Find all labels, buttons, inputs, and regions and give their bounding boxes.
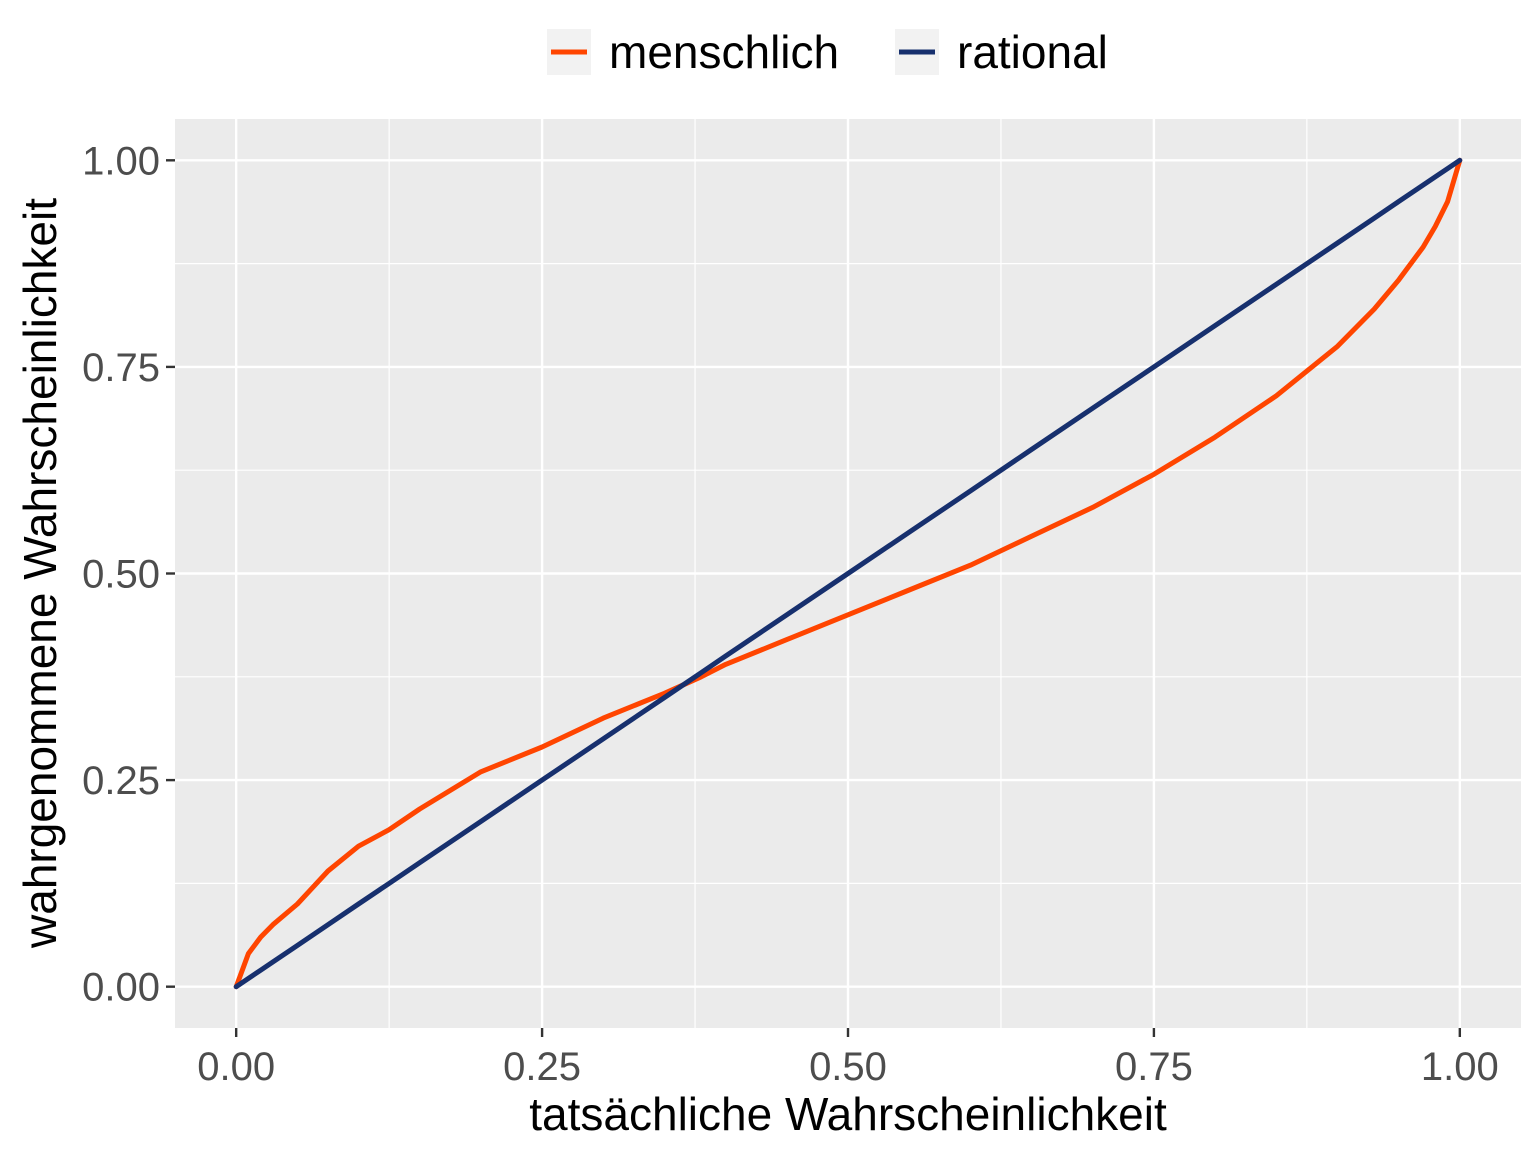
x-tick-label: 0.25 [503, 1045, 581, 1089]
x-tick-label: 0.75 [1115, 1045, 1193, 1089]
series-layer [233, 157, 1463, 990]
y-tick-label: 0.25 [82, 759, 160, 803]
legend: menschlich rational [547, 26, 1108, 78]
legend-label-rational: rational [957, 26, 1108, 78]
y-tick-label: 1.00 [82, 139, 160, 183]
legend-label-menschlich: menschlich [609, 26, 839, 78]
x-tick-label: 0.00 [197, 1045, 275, 1089]
x-tick-label: 1.00 [1421, 1045, 1499, 1089]
y-axis-title: wahrgenommene Wahrscheinlichkeit [14, 198, 66, 949]
y-tick-label: 0.75 [82, 346, 160, 390]
y-axis: 0.00 0.25 0.50 0.75 1.00 [82, 139, 175, 1010]
y-tick-label: 0.50 [82, 553, 160, 597]
x-axis: 0.00 0.25 0.50 0.75 1.00 [197, 1028, 1499, 1089]
series-line-menschlich [233, 157, 1463, 990]
x-tick-label: 0.50 [809, 1045, 887, 1089]
y-tick-label: 0.00 [82, 966, 160, 1010]
series-line-rational [233, 157, 1463, 990]
x-axis-title: tatsächliche Wahrscheinlichkeit [529, 1088, 1167, 1140]
